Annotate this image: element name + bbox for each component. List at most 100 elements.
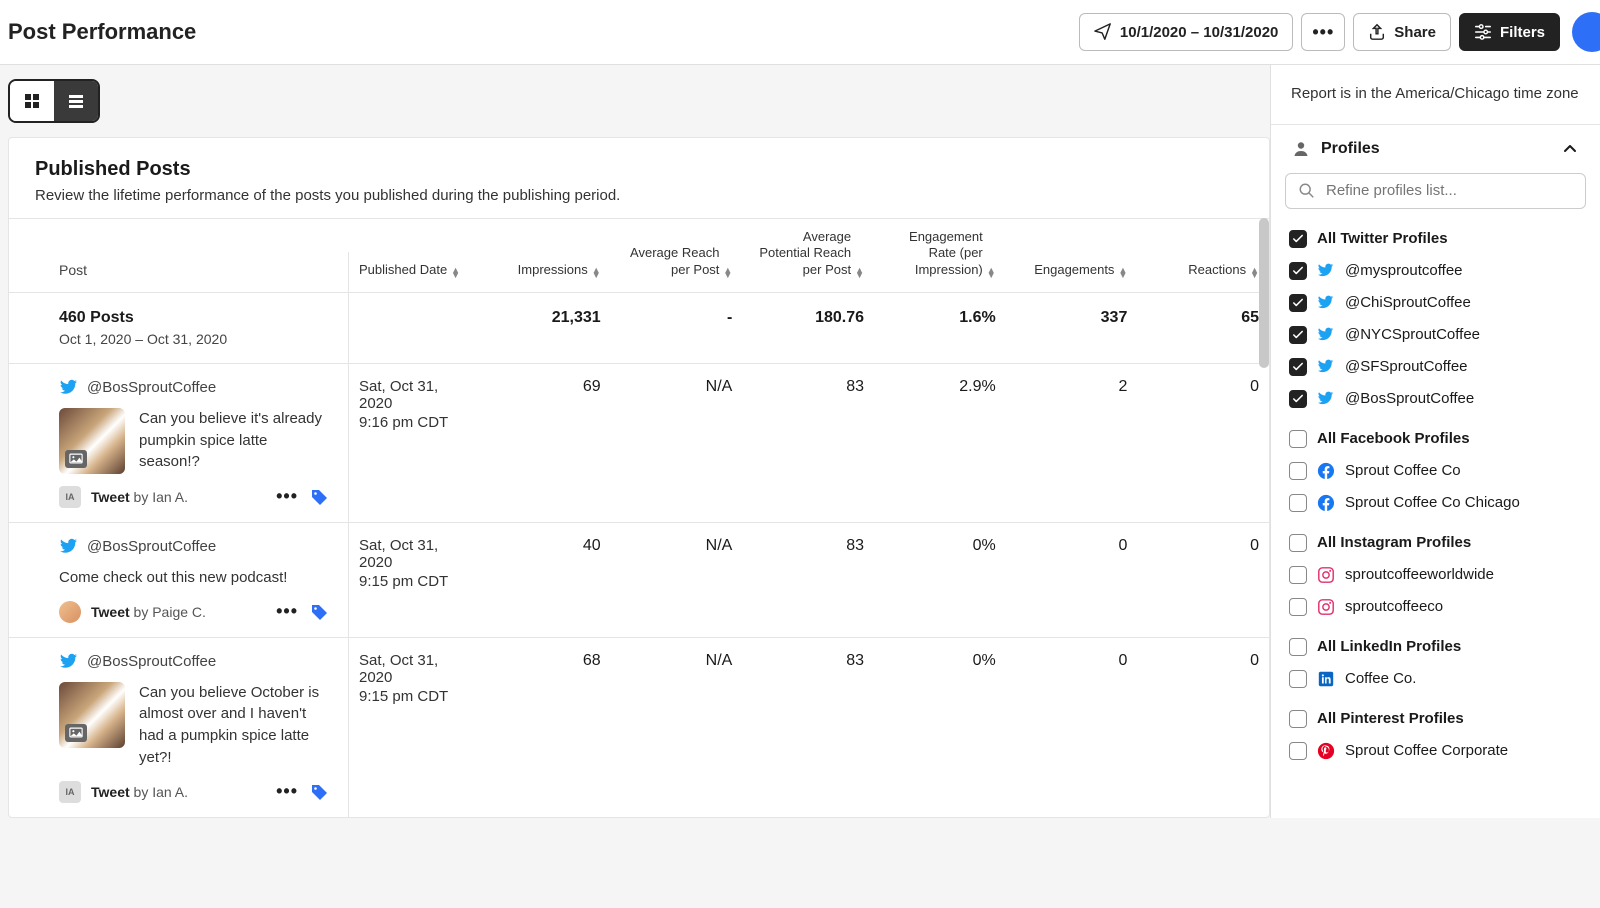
profile-group-label: All Twitter Profiles — [1317, 230, 1448, 247]
profile-item[interactable]: Coffee Co. — [1285, 663, 1586, 695]
col-post-header: Post — [9, 252, 349, 292]
profile-label: Sprout Coffee Co — [1345, 462, 1461, 479]
post-date: Sat, Oct 31, 2020 — [359, 652, 469, 686]
grid-view-button[interactable] — [10, 81, 54, 121]
pinterest-icon — [1317, 742, 1335, 760]
profiles-search-input[interactable] — [1326, 182, 1573, 199]
col-impressions-header[interactable]: Impressions▲▼ — [479, 252, 611, 292]
profile-item[interactable]: Sprout Coffee Co Chicago — [1285, 487, 1586, 519]
checkbox[interactable] — [1289, 598, 1307, 616]
profile-item[interactable]: Sprout Coffee Corporate — [1285, 735, 1586, 767]
post-engagements: 2 — [1006, 364, 1138, 522]
profile-item[interactable]: @BosSproutCoffee — [1285, 383, 1586, 415]
profile-group-label: All Instagram Profiles — [1317, 534, 1471, 551]
post-avg-reach: N/A — [611, 638, 743, 817]
more-button[interactable]: ••• — [1301, 13, 1345, 51]
twitter-icon — [1317, 262, 1335, 280]
share-label: Share — [1394, 24, 1436, 41]
profile-label: @SFSproutCoffee — [1345, 358, 1468, 375]
checkbox[interactable] — [1289, 230, 1307, 248]
sort-icon: ▲▼ — [723, 268, 732, 278]
post-date: Sat, Oct 31, 2020 — [359, 378, 469, 412]
scrollbar[interactable] — [1259, 218, 1269, 368]
profile-label: @mysproutcoffee — [1345, 262, 1463, 279]
post-handle-line: @BosSproutCoffee — [59, 652, 330, 672]
checkbox[interactable] — [1289, 670, 1307, 688]
checkbox[interactable] — [1289, 638, 1307, 656]
profile-group-toggle[interactable]: All Facebook Profiles — [1285, 423, 1586, 455]
checkbox[interactable] — [1289, 742, 1307, 760]
profile-label: sproutcoffeeco — [1345, 598, 1443, 615]
post-handle[interactable]: @BosSproutCoffee — [87, 538, 216, 555]
profile-group-toggle[interactable]: All Twitter Profiles — [1285, 223, 1586, 255]
col-avg-reach-header[interactable]: Average Reach per Post▲▼ — [611, 235, 743, 292]
col-engagements-header[interactable]: Engagements▲▼ — [1006, 252, 1138, 292]
checkbox[interactable] — [1289, 494, 1307, 512]
profile-group-toggle[interactable]: All Pinterest Profiles — [1285, 703, 1586, 735]
tag-icon[interactable] — [310, 602, 330, 622]
checkbox[interactable] — [1289, 294, 1307, 312]
post-avg-potential-reach: 83 — [742, 638, 874, 817]
content: Published Posts Review the lifetime perf… — [0, 65, 1270, 818]
post-avg-potential-reach: 83 — [742, 364, 874, 522]
byline-actions: ••• — [276, 486, 330, 507]
profile-label: sproutcoffeeworldwide — [1345, 566, 1494, 583]
sort-icon: ▲▼ — [451, 268, 460, 278]
checkbox[interactable] — [1289, 462, 1307, 480]
profile-item[interactable]: @mysproutcoffee — [1285, 255, 1586, 287]
profile-group-toggle[interactable]: All LinkedIn Profiles — [1285, 631, 1586, 663]
post-time: 9:15 pm CDT — [359, 688, 469, 705]
instagram-icon — [1317, 598, 1335, 616]
list-view-button[interactable] — [54, 81, 98, 121]
profile-item[interactable]: Sprout Coffee Co — [1285, 455, 1586, 487]
profile-group-toggle[interactable]: All Instagram Profiles — [1285, 527, 1586, 559]
profile-item[interactable]: @NYCSproutCoffee — [1285, 319, 1586, 351]
sort-icon: ▲▼ — [592, 268, 601, 278]
profiles-section-header[interactable]: Profiles — [1271, 125, 1600, 173]
post-thumbnail[interactable] — [59, 408, 125, 474]
checkbox[interactable] — [1289, 534, 1307, 552]
col-reactions-header[interactable]: Reactions▲▼ — [1137, 252, 1269, 292]
summary-engagements: 337 — [1006, 293, 1138, 363]
post-thumbnail[interactable] — [59, 682, 125, 748]
profile-item[interactable]: sproutcoffeeworldwide — [1285, 559, 1586, 591]
profile-item[interactable]: @SFSproutCoffee — [1285, 351, 1586, 383]
checkbox[interactable] — [1289, 390, 1307, 408]
profile-item[interactable]: sproutcoffeeco — [1285, 591, 1586, 623]
person-icon — [1291, 139, 1311, 159]
user-avatar[interactable] — [1572, 12, 1600, 52]
checkbox[interactable] — [1289, 566, 1307, 584]
profiles-search-box[interactable] — [1285, 173, 1586, 209]
checkbox[interactable] — [1289, 430, 1307, 448]
tag-icon[interactable] — [310, 487, 330, 507]
post-more-button[interactable]: ••• — [276, 601, 298, 622]
post-engagement-rate: 0% — [874, 523, 1006, 637]
date-range-picker[interactable]: 10/1/2020 – 10/31/2020 — [1079, 13, 1293, 51]
tag-icon[interactable] — [310, 782, 330, 802]
twitter-icon — [59, 378, 79, 398]
topbar-actions: 10/1/2020 – 10/31/2020 ••• Share Filters — [1079, 12, 1592, 52]
col-published-date-header[interactable]: Published Date▲▼ — [349, 252, 479, 292]
byline-actions: ••• — [276, 781, 330, 802]
post-handle[interactable]: @BosSproutCoffee — [87, 379, 216, 396]
checkbox[interactable] — [1289, 710, 1307, 728]
post-handle-line: @BosSproutCoffee — [59, 378, 330, 398]
send-icon — [1094, 23, 1112, 41]
post-date-cell: Sat, Oct 31, 2020 9:15 pm CDT — [349, 523, 479, 637]
post-more-button[interactable]: ••• — [276, 781, 298, 802]
profile-item[interactable]: @ChiSproutCoffee — [1285, 287, 1586, 319]
checkbox[interactable] — [1289, 262, 1307, 280]
post-avg-reach: N/A — [611, 523, 743, 637]
checkbox[interactable] — [1289, 358, 1307, 376]
col-engagement-rate-header[interactable]: Engagement Rate (per Impression)▲▼ — [874, 219, 1006, 292]
share-button[interactable]: Share — [1353, 13, 1451, 51]
filters-button[interactable]: Filters — [1459, 13, 1560, 51]
post-text: Come check out this new podcast! — [59, 567, 287, 589]
col-avg-potential-reach-header[interactable]: Average Potential Reach per Post▲▼ — [742, 219, 874, 292]
post-more-button[interactable]: ••• — [276, 486, 298, 507]
post-date-cell: Sat, Oct 31, 2020 9:15 pm CDT — [349, 638, 479, 817]
checkbox[interactable] — [1289, 326, 1307, 344]
post-handle[interactable]: @BosSproutCoffee — [87, 653, 216, 670]
profile-label: Sprout Coffee Corporate — [1345, 742, 1508, 759]
summary-avg-potential-reach: 180.76 — [742, 293, 874, 363]
